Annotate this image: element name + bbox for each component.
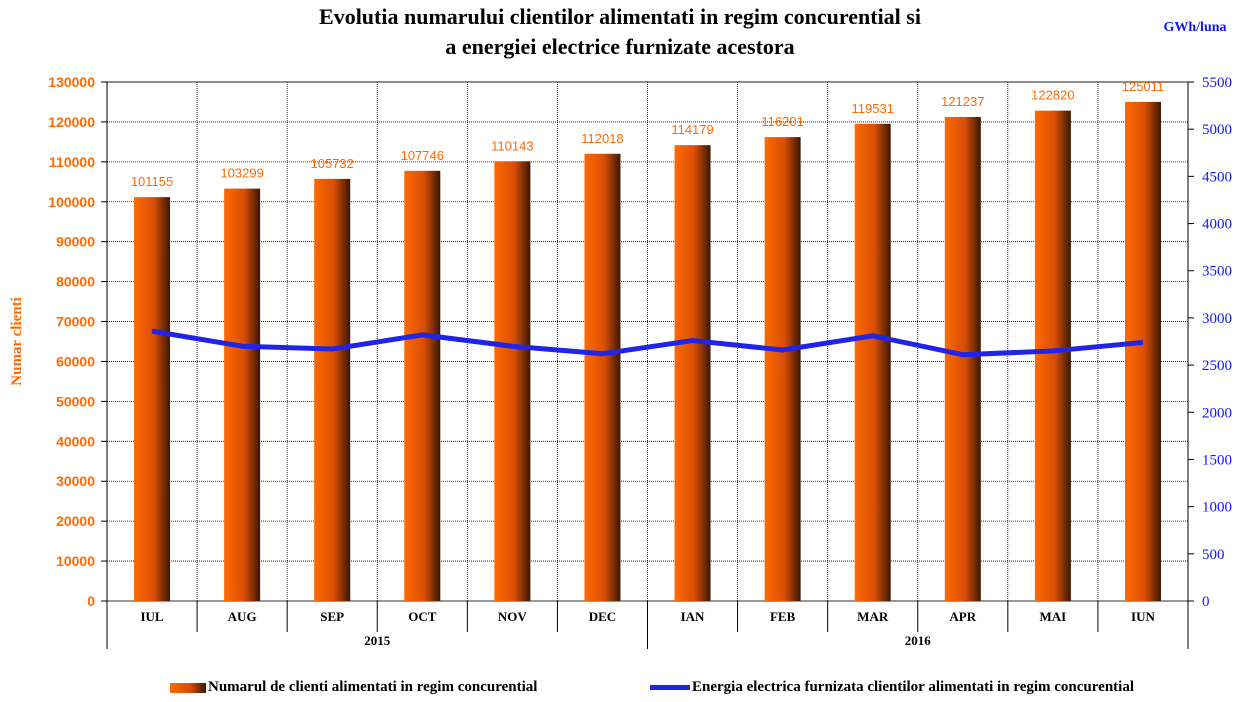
right-tick-label: 2000 <box>1202 405 1232 421</box>
bar-mar <box>854 123 891 601</box>
x-tick-label-iun: IUN <box>1131 609 1155 624</box>
left-tick-label: 10000 <box>56 553 95 569</box>
data-label: 101155 <box>131 174 173 189</box>
x-tick-label-apr: APR <box>949 609 976 624</box>
bar-feb <box>764 137 801 602</box>
right-tick-label: 3000 <box>1202 311 1232 327</box>
right-tick-label: 4000 <box>1202 217 1232 233</box>
legend-bar-swatch <box>170 682 206 693</box>
x-tick-label-aug: AUG <box>228 609 257 624</box>
data-label: 107746 <box>401 148 444 163</box>
title-line-2: a energiei electrice furnizate acestora <box>445 34 795 59</box>
legend-bar-label: Numarul de clienti alimentati in regim c… <box>208 679 538 695</box>
left-tick-label: 90000 <box>56 234 95 250</box>
x-tick-label-mar: MAR <box>857 609 889 624</box>
year-label-2015: 2015 <box>364 633 391 648</box>
x-tick-label-dec: DEC <box>589 609 616 624</box>
right-tick-label: 1000 <box>1202 500 1232 516</box>
bar-oct <box>404 170 441 601</box>
left-tick-label: 70000 <box>56 314 95 330</box>
title-line-1: Evolutia numarului clientilor alimentati… <box>319 4 921 29</box>
data-label: 122820 <box>1031 88 1074 103</box>
bar-ian <box>674 145 711 601</box>
data-label: 121237 <box>941 94 984 109</box>
bar-dec <box>584 153 621 601</box>
energy-line <box>151 328 1144 358</box>
bar-mai <box>1034 110 1071 602</box>
x-tick-label-nov: NOV <box>498 609 528 624</box>
bar-iun <box>1124 101 1161 601</box>
right-tick-label: 1500 <box>1202 452 1232 468</box>
right-axis-unit: GWh/luna <box>1163 20 1227 35</box>
left-tick-label: 20000 <box>56 513 95 529</box>
left-tick-label: 130000 <box>48 74 95 90</box>
x-tick-label-sep: SEP <box>320 609 344 624</box>
right-tick-label: 500 <box>1202 547 1225 563</box>
data-label: 103299 <box>220 166 263 181</box>
bar-sep <box>314 178 351 602</box>
x-tick-label-oct: OCT <box>408 609 437 624</box>
data-label: 105732 <box>311 156 354 171</box>
data-label: 112018 <box>581 131 623 146</box>
x-tick-label-mai: MAI <box>1040 609 1067 624</box>
right-tick-label: 5500 <box>1202 75 1232 91</box>
chart-title: Evolutia numarului clientilor alimentati… <box>140 2 1100 62</box>
right-tick-label: 2500 <box>1202 358 1232 374</box>
data-label: 119531 <box>851 101 893 116</box>
right-tick-label: 4500 <box>1202 169 1232 185</box>
year-label-2016: 2016 <box>905 633 932 648</box>
data-label: 114179 <box>671 122 713 137</box>
x-tick-label-iul: IUL <box>140 609 163 624</box>
left-tick-label: 40000 <box>56 433 95 449</box>
left-tick-label: 0 <box>87 593 95 609</box>
right-tick-label: 5000 <box>1202 122 1232 138</box>
bar-aug <box>224 188 261 601</box>
data-label: 125011 <box>1122 79 1164 94</box>
left-tick-label: 60000 <box>56 353 95 369</box>
legend-line-swatch <box>650 685 690 690</box>
data-label: 110143 <box>491 138 533 153</box>
right-tick-label: 3500 <box>1202 264 1232 280</box>
left-tick-label: 110000 <box>49 154 95 170</box>
plot-frame <box>106 81 1189 602</box>
left-tick-label: 30000 <box>56 473 95 489</box>
left-tick-label: 50000 <box>56 393 95 409</box>
bar-apr <box>944 116 981 601</box>
bar-iul <box>134 197 171 601</box>
left-tick-label: 80000 <box>56 274 95 290</box>
right-tick-label: 0 <box>1202 594 1210 610</box>
legend-line-label: Energia electrica furnizata clientilor a… <box>692 679 1134 695</box>
data-label: 116201 <box>761 114 803 129</box>
left-axis-title: Numar clienti <box>9 297 25 385</box>
left-tick-label: 100000 <box>48 194 95 210</box>
left-tick-label: 120000 <box>48 114 95 130</box>
legend-item-bars: Numarul de clienti alimentati in regim c… <box>170 679 537 696</box>
bar-nov <box>494 161 531 601</box>
x-tick-label-feb: FEB <box>770 609 796 624</box>
legend-item-line: Energia electrica furnizata clientilor a… <box>650 679 1134 696</box>
x-tick-label-ian: IAN <box>681 609 705 624</box>
